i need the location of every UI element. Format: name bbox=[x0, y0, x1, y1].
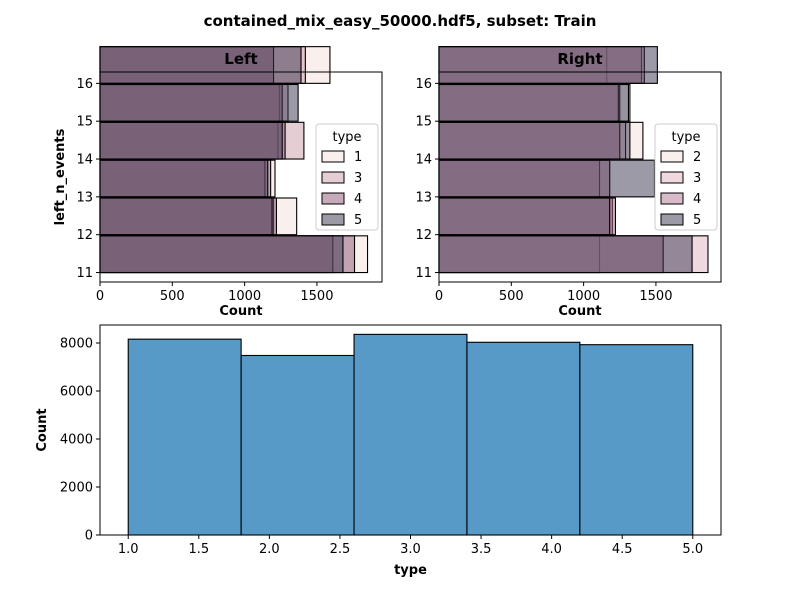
bottom-x-tick-label: 5.0 bbox=[682, 542, 703, 557]
bottom-x-tick-label: 4.5 bbox=[612, 542, 633, 557]
right-legend-title: type bbox=[671, 130, 700, 145]
left-bar-type-5-bin-14 bbox=[99, 121, 283, 160]
right-y-tick-label: 16 bbox=[415, 77, 432, 92]
bottom-x-tick-label: 2.5 bbox=[330, 542, 351, 557]
left-legend-label-type-5: 5 bbox=[354, 213, 362, 228]
right-legend-swatch-type-5 bbox=[660, 213, 684, 226]
right-legend: type 2 3 4 5 bbox=[654, 123, 718, 231]
left-legend: type 1 3 4 5 bbox=[315, 123, 379, 231]
left-y-tick-label: 12 bbox=[76, 228, 93, 243]
right-legend-label-type-4: 4 bbox=[693, 192, 701, 207]
bottom-x-tick-label: 3.5 bbox=[471, 542, 492, 557]
type-bar-bin-3 bbox=[353, 333, 468, 536]
bottom-x-tick-label: 1.0 bbox=[118, 542, 139, 557]
right-x-tick-label: 500 bbox=[499, 289, 524, 304]
right-y-tick-label: 11 bbox=[415, 266, 432, 281]
right-bar-type-5-bin-15 bbox=[438, 83, 629, 122]
left-y-tick-label: 13 bbox=[76, 190, 93, 205]
right-bar-type-5-bin-16 bbox=[438, 46, 658, 84]
right-bar-type-5-bin-13 bbox=[438, 159, 656, 198]
right-x-tick-label: 0 bbox=[435, 289, 443, 304]
left-y-tick-label: 16 bbox=[76, 77, 93, 92]
type-bar-bin-4 bbox=[466, 341, 581, 536]
right-title: Right bbox=[557, 50, 602, 68]
left-legend-swatch-type-3 bbox=[321, 171, 345, 184]
right-bar-type-5-bin-14 bbox=[438, 121, 631, 160]
left-y-tick-label: 15 bbox=[76, 115, 93, 130]
left-bar-type-5-bin-15 bbox=[99, 83, 299, 122]
right-bar-type-5-bin-11 bbox=[438, 235, 693, 274]
bottom-y-axis-label: Count bbox=[35, 408, 50, 451]
left-histogram-panel: 0 500 1000 1500111213141516LeftCountleft_n_… bbox=[53, 46, 383, 319]
left-y-tick-label: 14 bbox=[76, 153, 93, 168]
type-bar-bin-2 bbox=[240, 354, 355, 536]
right-histogram-panel: 0 500 1000 1500 11 12 13 14 15 16 Right Count type 2 3… bbox=[415, 46, 722, 319]
left-legend-title: type bbox=[332, 130, 361, 145]
bottom-x-tick-label: 2.0 bbox=[259, 542, 280, 557]
right-y-tick-label: 15 bbox=[415, 115, 432, 130]
bottom-y-tick-label: 6000 bbox=[60, 385, 93, 400]
type-bar-bin-1 bbox=[127, 338, 242, 536]
left-title: Left bbox=[224, 50, 257, 68]
right-x-tick-label: 1500 bbox=[639, 289, 672, 304]
bottom-y-tick-label: 0 bbox=[85, 529, 93, 544]
right-legend-label-type-5: 5 bbox=[693, 213, 701, 228]
right-x-axis-label: Count bbox=[558, 304, 601, 319]
type-bar-bin-5 bbox=[579, 344, 694, 536]
left-legend-swatch-type-5 bbox=[321, 213, 345, 226]
left-x-tick-label: 1000 bbox=[228, 289, 261, 304]
bottom-x-axis-label: type bbox=[394, 563, 427, 578]
type-histogram-panel: 1.0 1.5 2.0 2.5 3.0 3.5 4.0 4.5 5.0 0 2000 4000 6000… bbox=[35, 324, 722, 578]
right-bar-type-5-bin-12 bbox=[438, 197, 611, 236]
bottom-y-tick-label: 4000 bbox=[60, 433, 93, 448]
right-legend-label-type-2: 2 bbox=[693, 150, 701, 165]
right-axes-frame bbox=[438, 71, 722, 283]
bottom-y-tick-label: 2000 bbox=[60, 481, 93, 496]
right-legend-label-type-3: 3 bbox=[693, 171, 701, 186]
left-x-tick-label: 500 bbox=[160, 289, 185, 304]
left-y-tick-label: 11 bbox=[76, 266, 93, 281]
left-legend-swatch-type-4 bbox=[321, 192, 345, 205]
figure-suptitle: contained_mix_easy_50000.hdf5, subset: T… bbox=[204, 12, 597, 30]
right-y-tick-label: 13 bbox=[415, 190, 432, 205]
left-legend-label-type-1: 1 bbox=[354, 150, 362, 165]
left-x-axis-label: Count bbox=[219, 304, 262, 319]
left-x-tick-label: 0 bbox=[96, 289, 104, 304]
left-bar-type-5-bin-13 bbox=[99, 159, 269, 198]
left-legend-label-type-3: 3 bbox=[354, 171, 362, 186]
right-x-tick-label: 1000 bbox=[567, 289, 600, 304]
bottom-x-tick-label: 4.0 bbox=[541, 542, 562, 557]
left-x-tick-label: 1500 bbox=[300, 289, 333, 304]
left-axes-frame bbox=[99, 71, 383, 283]
right-y-tick-label: 12 bbox=[415, 228, 432, 243]
left-bar-type-5-bin-11 bbox=[99, 235, 344, 274]
left-legend-label-type-4: 4 bbox=[354, 192, 362, 207]
bottom-y-tick-label: 8000 bbox=[60, 337, 93, 352]
left-y-axis-label: left_n_events bbox=[53, 128, 68, 225]
bottom-x-tick-label: 3.0 bbox=[400, 542, 421, 557]
left-legend-swatch-type-1 bbox=[321, 150, 345, 163]
right-legend-swatch-type-4 bbox=[660, 192, 684, 205]
left-bar-type-5-bin-16 bbox=[99, 46, 302, 84]
bottom-x-tick-label: 1.5 bbox=[188, 542, 209, 557]
right-y-tick-label: 14 bbox=[415, 153, 432, 168]
right-legend-swatch-type-2 bbox=[660, 150, 684, 163]
right-legend-swatch-type-3 bbox=[660, 171, 684, 184]
left-bar-type-5-bin-12 bbox=[99, 197, 273, 236]
